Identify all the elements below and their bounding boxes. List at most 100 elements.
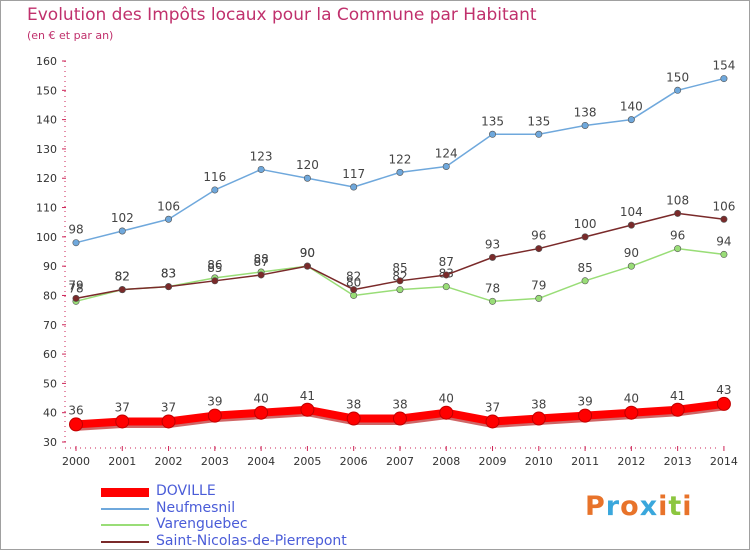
y-tick-label: 150 xyxy=(36,84,57,97)
data-point-saint-nicolas-de-pierrepont xyxy=(257,271,265,279)
y-tick-label: 30 xyxy=(43,436,57,449)
data-label-doville: 37 xyxy=(115,400,130,414)
data-point-neufmesnil xyxy=(535,130,543,138)
data-label-saint-nicolas-de-pierrepont: 87 xyxy=(439,255,454,269)
data-label-saint-nicolas-de-pierrepont: 90 xyxy=(300,246,315,260)
data-label-neufmesnil: 138 xyxy=(574,105,597,119)
data-label-doville: 37 xyxy=(161,400,176,414)
data-label-neufmesnil: 102 xyxy=(111,211,134,225)
data-point-saint-nicolas-de-pierrepont xyxy=(211,277,219,285)
data-label-varenguebec: 80 xyxy=(346,275,361,289)
x-tick-label: 2003 xyxy=(201,455,229,468)
data-label-varenguebec: 90 xyxy=(624,246,639,260)
data-point-saint-nicolas-de-pierrepont xyxy=(118,286,126,294)
data-label-doville: 38 xyxy=(392,398,407,412)
data-label-doville: 41 xyxy=(300,389,315,403)
data-label-saint-nicolas-de-pierrepont: 79 xyxy=(68,278,83,292)
data-point-doville xyxy=(254,405,269,420)
logo-letter: t xyxy=(668,491,683,522)
data-point-varenguebec xyxy=(442,283,450,291)
data-label-neufmesnil: 120 xyxy=(296,158,319,172)
data-point-saint-nicolas-de-pierrepont xyxy=(303,262,311,270)
data-point-neufmesnil xyxy=(350,183,358,191)
data-point-neufmesnil xyxy=(674,86,682,94)
data-label-doville: 40 xyxy=(624,392,639,406)
data-label-saint-nicolas-de-pierrepont: 82 xyxy=(115,270,130,284)
data-label-varenguebec: 79 xyxy=(531,278,546,292)
data-label-neufmesnil: 135 xyxy=(481,114,504,128)
data-point-neufmesnil xyxy=(303,174,311,182)
x-tick-label: 2002 xyxy=(155,455,183,468)
data-point-doville xyxy=(624,405,639,420)
x-tick-label: 2014 xyxy=(710,455,738,468)
data-point-varenguebec xyxy=(396,286,404,294)
data-point-doville xyxy=(670,402,685,417)
data-label-doville: 43 xyxy=(716,383,731,397)
data-label-doville: 41 xyxy=(670,389,685,403)
data-point-saint-nicolas-de-pierrepont xyxy=(627,221,635,229)
data-point-neufmesnil xyxy=(627,116,635,124)
data-label-saint-nicolas-de-pierrepont: 83 xyxy=(161,267,176,281)
data-label-varenguebec: 78 xyxy=(68,281,83,295)
data-label-doville: 37 xyxy=(485,400,500,414)
y-tick-label: 120 xyxy=(36,172,57,185)
data-label-neufmesnil: 140 xyxy=(620,100,643,114)
x-tick-label: 2005 xyxy=(293,455,321,468)
data-label-doville: 36 xyxy=(68,403,83,417)
x-tick-label: 2009 xyxy=(479,455,507,468)
data-point-doville xyxy=(485,414,500,429)
data-point-saint-nicolas-de-pierrepont xyxy=(165,283,173,291)
data-label-varenguebec: 82 xyxy=(115,270,130,284)
data-label-saint-nicolas-de-pierrepont: 82 xyxy=(346,270,361,284)
x-tick-label: 2001 xyxy=(108,455,136,468)
data-label-saint-nicolas-de-pierrepont: 106 xyxy=(712,199,735,213)
data-label-doville: 38 xyxy=(531,398,546,412)
data-point-doville xyxy=(578,408,593,423)
logo-letter: i xyxy=(658,491,669,522)
data-label-saint-nicolas-de-pierrepont: 87 xyxy=(253,255,268,269)
data-point-doville xyxy=(300,402,315,417)
data-point-saint-nicolas-de-pierrepont xyxy=(535,245,543,253)
legend-label-doville: DOVILLE xyxy=(156,483,216,499)
x-tick-label: 2006 xyxy=(340,455,368,468)
chart-subtitle: (en € et par an) xyxy=(27,29,114,42)
data-label-doville: 39 xyxy=(207,395,222,409)
data-point-varenguebec xyxy=(627,262,635,270)
data-label-doville: 40 xyxy=(439,392,454,406)
legend-label-varenguebec: Varenguebec xyxy=(156,516,248,532)
data-label-varenguebec: 83 xyxy=(161,267,176,281)
data-label-varenguebec: 94 xyxy=(716,234,731,248)
x-tick-label: 2013 xyxy=(664,455,692,468)
data-label-saint-nicolas-de-pierrepont: 85 xyxy=(207,261,222,275)
legend-swatch-neufmesnil xyxy=(101,507,149,510)
data-point-neufmesnil xyxy=(257,165,265,173)
logo-letter: P xyxy=(585,491,606,522)
data-point-varenguebec xyxy=(350,291,358,299)
y-tick-label: 80 xyxy=(43,289,57,302)
data-label-neufmesnil: 123 xyxy=(250,149,273,163)
data-point-doville xyxy=(69,417,83,432)
data-label-saint-nicolas-de-pierrepont: 108 xyxy=(666,193,689,207)
y-tick-label: 130 xyxy=(36,143,57,156)
x-tick-label: 2007 xyxy=(386,455,414,468)
data-point-neufmesnil xyxy=(211,186,219,194)
data-point-varenguebec xyxy=(720,250,728,258)
data-point-doville xyxy=(161,414,176,429)
legend-swatch-saint-nicolas-de-pierrepont xyxy=(101,540,149,543)
data-label-varenguebec: 96 xyxy=(670,229,685,243)
data-point-neufmesnil xyxy=(489,130,497,138)
y-tick-label: 70 xyxy=(43,319,57,332)
legend-swatch-varenguebec xyxy=(101,524,149,526)
proxiti-logo: Proxiti xyxy=(585,491,693,522)
data-label-neufmesnil: 122 xyxy=(389,152,412,166)
x-tick-label: 2004 xyxy=(247,455,275,468)
legend-label-saint-nicolas-de-pierrepont: Saint-Nicolas-de-Pierrepont xyxy=(156,532,347,549)
y-tick-label: 160 xyxy=(36,55,57,68)
logo-letter: x xyxy=(639,491,659,522)
chart-title: Evolution des Impôts locaux pour la Comm… xyxy=(27,5,537,25)
data-label-saint-nicolas-de-pierrepont: 104 xyxy=(620,205,643,219)
data-point-saint-nicolas-de-pierrepont xyxy=(581,233,589,241)
data-point-doville xyxy=(346,411,361,426)
data-point-neufmesnil xyxy=(442,163,450,171)
